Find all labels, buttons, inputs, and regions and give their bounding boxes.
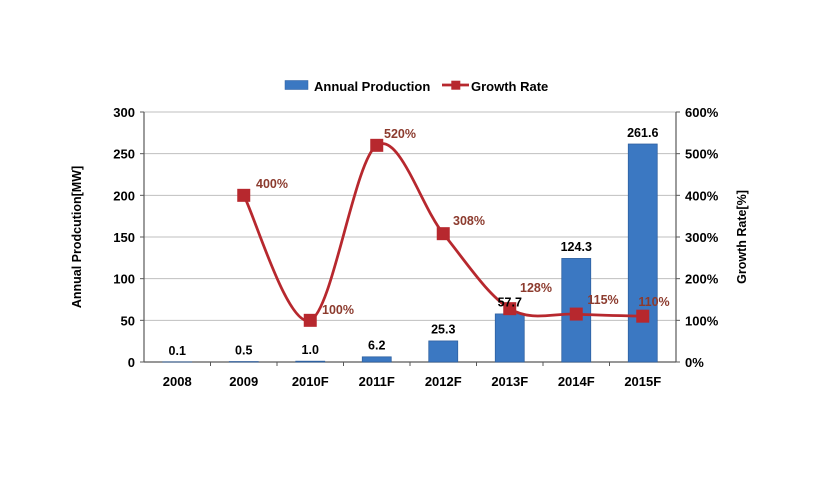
svg-text:Growth Rate: Growth Rate	[471, 79, 548, 94]
svg-text:128%: 128%	[520, 281, 552, 295]
svg-text:100: 100	[113, 272, 135, 287]
svg-text:0: 0	[128, 355, 135, 370]
svg-text:308%: 308%	[453, 214, 485, 228]
svg-text:2012F: 2012F	[425, 374, 462, 389]
svg-text:150: 150	[113, 230, 135, 245]
svg-text:124.3: 124.3	[561, 240, 592, 254]
svg-text:0.5: 0.5	[235, 344, 252, 358]
svg-text:2009: 2009	[229, 374, 258, 389]
svg-text:115%: 115%	[587, 293, 618, 307]
svg-text:2011F: 2011F	[359, 374, 395, 389]
svg-text:25.3: 25.3	[431, 323, 455, 337]
svg-text:2013F: 2013F	[491, 374, 528, 389]
svg-text:2008: 2008	[163, 374, 192, 389]
svg-text:2010F: 2010F	[292, 374, 329, 389]
svg-text:400%: 400%	[685, 188, 719, 203]
svg-text:200%: 200%	[685, 272, 719, 287]
svg-text:250: 250	[113, 147, 135, 162]
svg-text:Annual Production: Annual Production	[314, 79, 430, 94]
svg-text:57.7: 57.7	[498, 296, 522, 310]
svg-text:300%: 300%	[685, 230, 719, 245]
svg-text:2015F: 2015F	[624, 374, 661, 389]
svg-text:50: 50	[121, 313, 135, 328]
svg-text:400%: 400%	[256, 177, 288, 191]
svg-text:100%: 100%	[322, 303, 354, 317]
svg-text:0%: 0%	[685, 355, 704, 370]
svg-text:110%: 110%	[638, 295, 669, 309]
svg-text:261.6: 261.6	[627, 126, 658, 140]
svg-text:2014F: 2014F	[558, 374, 595, 389]
svg-text:520%: 520%	[384, 127, 416, 141]
svg-text:6.2: 6.2	[368, 339, 385, 353]
svg-text:500%: 500%	[685, 147, 719, 162]
svg-text:0.1: 0.1	[169, 344, 186, 358]
svg-text:200: 200	[113, 188, 135, 203]
svg-text:300: 300	[113, 105, 135, 120]
svg-text:Annual Prodcution[MW]: Annual Prodcution[MW]	[70, 166, 84, 308]
svg-text:100%: 100%	[685, 313, 719, 328]
svg-text:Growth Rate[%]: Growth Rate[%]	[735, 190, 749, 284]
svg-text:600%: 600%	[685, 105, 719, 120]
svg-text:1.0: 1.0	[302, 343, 319, 357]
